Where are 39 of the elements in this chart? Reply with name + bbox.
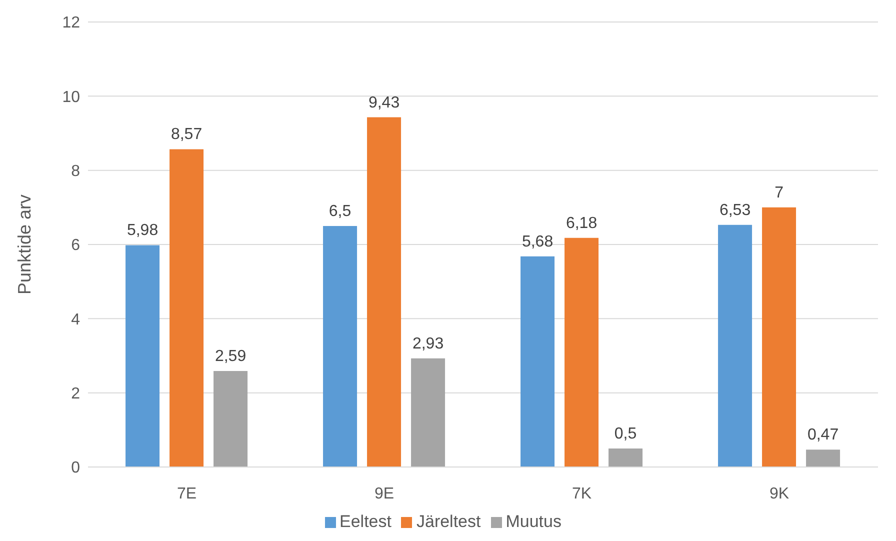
- bar: [411, 358, 446, 467]
- legend-label: Muutus: [506, 512, 562, 531]
- bar: [323, 226, 358, 467]
- data-label: 6,18: [566, 214, 598, 232]
- x-tick-label: 7K: [572, 485, 592, 502]
- data-label: 8,57: [170, 126, 202, 144]
- data-label: 0,5: [614, 425, 637, 442]
- x-tick-label: 9E: [374, 485, 394, 502]
- legend-label: Järeltest: [416, 512, 481, 531]
- data-label: 2,93: [412, 335, 444, 352]
- y-tick-label: 10: [62, 88, 80, 106]
- data-label: 6,5: [328, 202, 352, 220]
- y-tick-label: 6: [71, 237, 80, 254]
- data-label: 7: [774, 184, 784, 202]
- bar: [126, 245, 160, 467]
- x-tick-label: 7E: [176, 485, 197, 502]
- data-label: 9,43: [368, 94, 400, 112]
- data-label: 0,47: [807, 426, 839, 444]
- data-label: 5,98: [126, 222, 158, 240]
- bar: [214, 370, 248, 467]
- data-label: 2,59: [214, 348, 246, 365]
- x-tick-label: 9K: [769, 485, 790, 502]
- bar: [806, 450, 840, 467]
- bar: [170, 149, 204, 467]
- data-label: 6,53: [719, 202, 751, 219]
- y-axis-title: Punktide arv: [14, 194, 34, 294]
- bar: [520, 256, 555, 467]
- data-label: 5,68: [522, 233, 554, 250]
- y-tick-label: 8: [71, 163, 80, 180]
- y-tick-label: 2: [71, 386, 80, 403]
- legend-label: Eeltest: [340, 512, 392, 531]
- y-tick-label: 4: [71, 311, 80, 328]
- y-tick-label: 12: [62, 14, 80, 32]
- bar: [367, 117, 402, 467]
- bar: [762, 207, 796, 467]
- bar: [718, 224, 752, 467]
- bar: [564, 238, 599, 467]
- y-tick-label: 0: [71, 460, 80, 477]
- bar: [608, 448, 643, 467]
